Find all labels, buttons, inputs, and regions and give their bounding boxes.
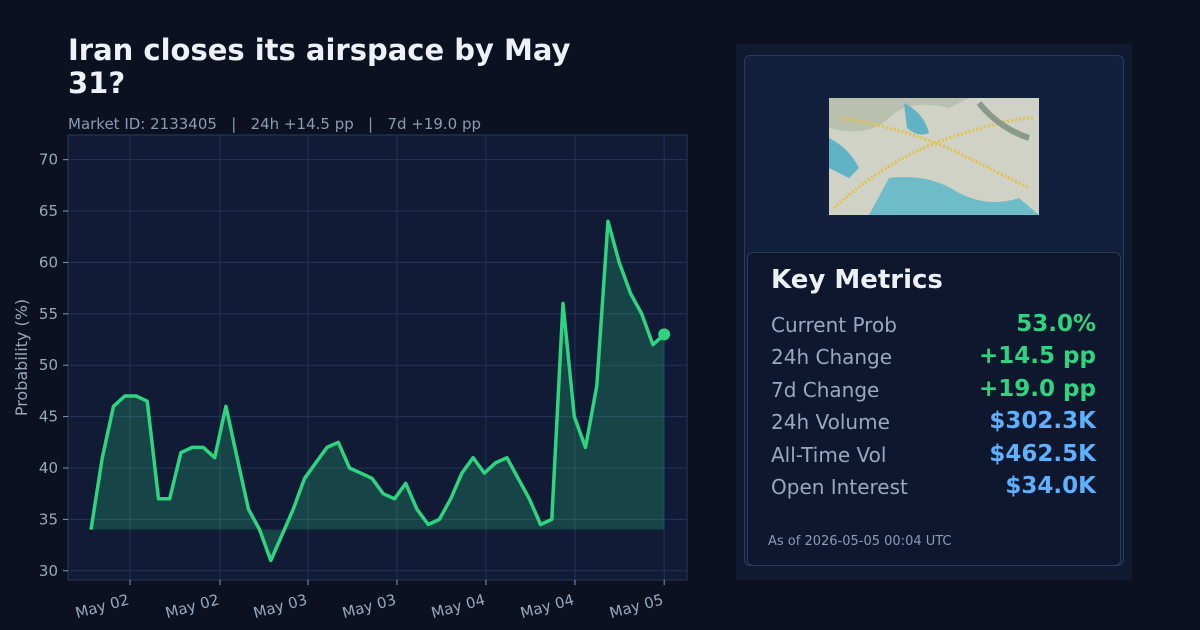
- metric-row: Open Interest $34.0K: [771, 473, 1096, 507]
- x-tick-label: May 04: [429, 590, 487, 622]
- metric-row: Current Prob 53.0%: [771, 311, 1096, 345]
- x-tick-label: May 02: [163, 590, 221, 622]
- chart-subtitle: Market ID: 2133405 | 24h +14.5 pp | 7d +…: [68, 115, 482, 133]
- footnote: As of 2026-05-05 00:04 UTC: [768, 534, 952, 549]
- y-tick-label: 70: [39, 151, 58, 169]
- area: [91, 221, 665, 561]
- metric-label: 7d Change: [771, 377, 880, 402]
- chart: 30 35 40 45 50 55 60 65 70 May 02 May 02 May 03 May …: [12, 134, 688, 622]
- metric-value: +14.5 pp: [979, 343, 1096, 370]
- metric-label: All-Time Vol: [771, 442, 887, 467]
- x-tick-label: May 05: [608, 590, 666, 622]
- metric-label: 24h Volume: [771, 410, 890, 435]
- x-tick-label: May 04: [518, 590, 576, 622]
- metrics-card: [747, 252, 1121, 566]
- y-tick-label: 60: [39, 253, 58, 271]
- y-tick-label: 30: [39, 562, 58, 580]
- metric-value: $302.3K: [989, 408, 1096, 435]
- y-tick-label: 50: [39, 356, 58, 374]
- metric-row: 24h Volume $302.3K: [771, 408, 1096, 442]
- line: [89, 219, 666, 563]
- y-axis-label: Probability (%): [12, 299, 31, 416]
- end-point: [658, 328, 671, 341]
- metric-value: 53.0%: [1016, 311, 1096, 337]
- metric-row: 7d Change +19.0 pp: [771, 375, 1096, 410]
- x-tick-label: May 02: [73, 590, 131, 622]
- metric-value: $462.5K: [989, 440, 1096, 467]
- metric-value: $34.0K: [1005, 473, 1096, 499]
- metric-label: 24h Change: [771, 345, 893, 370]
- metric-label: Current Prob: [771, 313, 897, 337]
- metrics-title: Key Metrics: [771, 265, 943, 295]
- map-thumbnail: [829, 98, 1039, 215]
- metric-row: All-Time Vol $462.5K: [771, 440, 1096, 475]
- x-tick-label: May 03: [251, 590, 309, 622]
- y-tick-label: 65: [39, 202, 58, 220]
- metric-row: 24h Change +14.5 pp: [771, 343, 1096, 377]
- metric-value: +19.0 pp: [979, 375, 1096, 402]
- y-tick-label: 40: [39, 459, 58, 477]
- plot-area: [67, 134, 688, 581]
- y-tick-label: 55: [39, 305, 58, 323]
- y-tick-label: 35: [39, 510, 58, 528]
- y-tick-label: 45: [39, 408, 58, 426]
- chart-title: Iran closes its airspace by May 31?: [68, 33, 571, 100]
- metric-label: Open Interest: [771, 475, 908, 499]
- x-tick-label: May 03: [340, 590, 398, 622]
